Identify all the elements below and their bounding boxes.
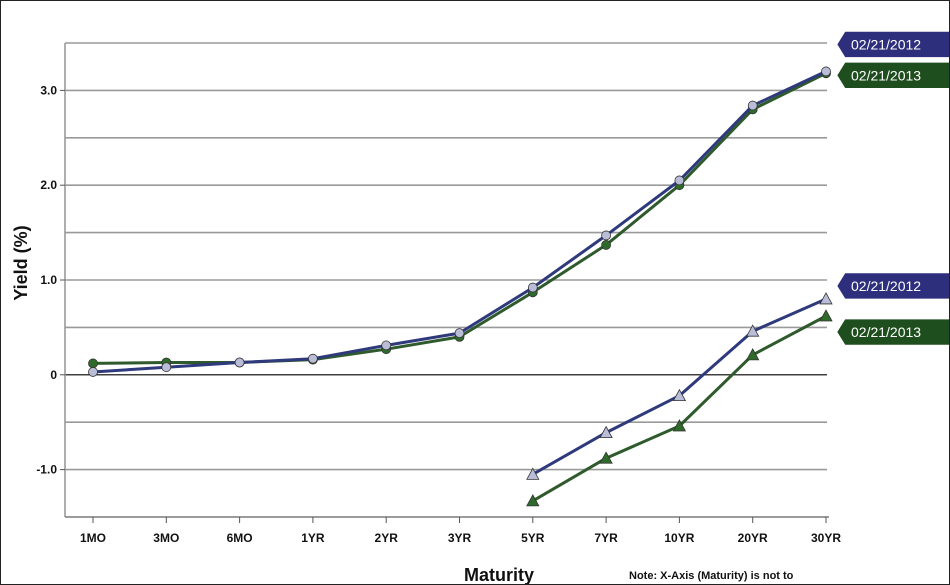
data-point <box>88 358 98 369</box>
x-tick-label: 3YR <box>448 531 472 545</box>
data-point <box>234 357 245 368</box>
data-point <box>746 348 760 361</box>
series-line <box>92 71 827 365</box>
data-point <box>746 324 760 337</box>
grid-lines <box>65 42 827 471</box>
data-point <box>526 467 540 480</box>
x-tick-label: 5YR <box>521 531 545 545</box>
data-point <box>747 100 758 111</box>
y-tick-label: -1.0 <box>36 463 57 477</box>
axis-note: Note: X-Axis (Maturity) is not to <box>629 570 794 582</box>
series-line <box>532 297 827 476</box>
y-axis-title: Yield (%) <box>11 225 31 300</box>
x-axis-title: Maturity <box>464 565 534 584</box>
x-tick-label: 6MO <box>227 531 253 545</box>
data-point <box>527 282 538 293</box>
data-point <box>821 66 831 77</box>
series-real-02-21-2012 <box>526 292 833 480</box>
legend-tag: 02/21/2012 <box>836 31 949 58</box>
data-point <box>672 388 687 402</box>
legend: 02/21/2012 02/21/2013 02/21/2012 02/21/2013 <box>836 31 949 346</box>
x-tick-label: 30YR <box>811 531 841 545</box>
y-tick-label: 1.0 <box>40 273 57 287</box>
y-tick-label: 0 <box>50 368 57 382</box>
series-line <box>532 314 827 503</box>
data-point <box>601 230 611 241</box>
x-tick-label: 1YR <box>301 531 325 545</box>
legend-tag-label: 02/21/2012 <box>851 36 921 52</box>
legend-tag: 02/21/2013 <box>836 62 949 89</box>
data-point <box>526 494 540 507</box>
data-point <box>381 340 392 351</box>
legend-tag-label: 02/21/2013 <box>851 324 921 340</box>
x-tick-label: 10YR <box>664 531 694 545</box>
x-tick-label: 1MO <box>80 531 106 545</box>
series-real-02-21-2013 <box>526 309 833 507</box>
data-point <box>674 175 685 186</box>
data-point <box>454 328 465 338</box>
x-tick-label: 7YR <box>594 531 618 545</box>
data-point <box>88 367 98 377</box>
data-point <box>307 353 318 364</box>
series-nominal-02-21-2013 <box>88 68 831 369</box>
x-tick-label: 2YR <box>375 531 399 545</box>
data-point <box>599 451 613 464</box>
series-nominal-02-21-2012 <box>88 66 831 377</box>
data-point <box>599 425 613 439</box>
legend-tag-box <box>836 31 949 58</box>
legend-tag: 02/21/2012 <box>836 272 949 300</box>
series-lines <box>88 66 833 507</box>
y-tick-label: 2.0 <box>40 178 57 192</box>
data-point <box>601 240 611 250</box>
data-point <box>161 362 172 373</box>
legend-tag-box <box>836 272 949 300</box>
legend-tag-label: 02/21/2012 <box>851 278 921 294</box>
x-tick-label: 20YR <box>738 531 768 545</box>
data-point <box>819 292 833 305</box>
data-point <box>819 309 833 322</box>
legend-tag-label: 02/21/2013 <box>851 67 921 83</box>
x-tick-label: 3MO <box>153 531 179 545</box>
legend-tag: 02/21/2013 <box>836 318 949 346</box>
y-tick-label: 3.0 <box>40 83 57 97</box>
legend-tag-box <box>836 318 949 346</box>
data-point <box>672 419 687 432</box>
legend-tag-box <box>836 62 949 89</box>
axes: 3.0 2.0 1.0 0 -1.0 1MO 3MO 6MO 1YR 2YR 3YR 5YR 7YR 10… <box>36 43 841 545</box>
